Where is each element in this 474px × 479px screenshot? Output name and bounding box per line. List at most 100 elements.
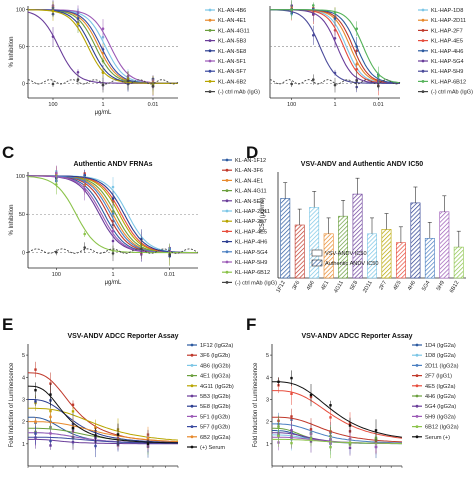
x-tick-label: 5G4	[421, 280, 431, 292]
legend-marker	[225, 158, 229, 162]
legend-marker	[225, 199, 229, 203]
legend-marker	[208, 49, 212, 53]
legend-entry: (-) ctrl mAb (IgG)	[218, 90, 260, 96]
series-line	[272, 390, 403, 439]
legend-marker	[415, 364, 419, 367]
legend-marker	[421, 80, 425, 83]
bar	[424, 238, 435, 279]
y-axis-label: % Inhibition	[9, 36, 15, 67]
series-line	[28, 421, 179, 442]
panel-title: Authentic ANDV FRNAs	[73, 161, 152, 168]
y-tick-label: 50	[19, 212, 25, 218]
legend-marker	[421, 49, 425, 53]
panel-A: 100 50 0 100 1 0.01 % Inhibition μg/mL KL-AN-4B6…	[9, 0, 260, 116]
x-tick-label: 100	[48, 102, 57, 108]
legend-marker	[421, 59, 425, 63]
series-line	[272, 438, 402, 444]
bar	[367, 233, 377, 279]
legend-entry: 1D4 (IgG2a)	[425, 343, 456, 349]
legend-entry: 5H9 (IgG2a)	[425, 414, 456, 420]
panel-label-C: C	[2, 143, 14, 162]
legend-marker	[225, 168, 229, 172]
y-tick-label: 5	[22, 353, 25, 359]
bar	[294, 224, 305, 279]
panel-label-D: D	[246, 143, 258, 162]
legend-entry: 6B12 (IgG2a)	[425, 425, 459, 431]
legend-entry: KL-HAP-5H9	[235, 260, 267, 266]
bar	[395, 242, 406, 279]
series-line	[28, 399, 178, 443]
legend-marker	[225, 209, 229, 213]
legend-marker	[225, 250, 229, 254]
legend-entry: KL-HAP-2F7	[235, 219, 267, 225]
legend-marker	[225, 270, 229, 274]
legend: 1D4 (IgG2a) 1D8 (IgG2a) 2D11 (IgG2a) 2F7 (I…	[412, 343, 459, 441]
legend-marker	[415, 353, 419, 357]
panel-C: 100 50 0 100 1 0.01 % Inhibition μg/mL Authentic…	[9, 158, 277, 286]
legend-entry: 1F12 (IgG2a)	[200, 343, 233, 349]
y-tick-label: 50	[19, 44, 25, 50]
legend-marker	[208, 18, 212, 22]
legend: 1F12 (IgG2a) 3F6 (IgG2b) 4B6 (IgG2b) 4E1 (I…	[187, 343, 234, 451]
legend-entry: KL-HAP-2F7	[431, 28, 463, 34]
legend-entry: (-) ctrl mAb (IgG)	[235, 280, 277, 286]
bar	[453, 246, 464, 279]
legend-marker	[208, 39, 212, 42]
x-tick-label: 0.01	[373, 102, 384, 108]
legend-marker	[208, 90, 212, 93]
bar	[309, 207, 320, 279]
x-tick-label: 100	[287, 102, 296, 108]
legend-entry: KL-AN-3F6	[235, 168, 263, 174]
legend-entry: KL-AN-5F7	[218, 69, 246, 75]
legend-marker	[190, 374, 194, 377]
legend-entry: KL-AN-5E8	[218, 49, 246, 55]
legend-marker	[421, 8, 425, 12]
x-tick-label: 4H6	[407, 280, 417, 292]
legend-entry: 5F1 (IgG2b)	[200, 414, 230, 420]
legend-entry: 5B3 (IgG2b)	[200, 394, 231, 400]
y-tick-label: 3	[266, 397, 269, 403]
legend-marker	[225, 219, 229, 223]
panel-F: 5 4 3 2 1 Fold Induction of Luminescence VSV-A…	[253, 333, 459, 468]
panel-title: VSV-ANDV and Authentic ANDV IC50	[301, 161, 423, 168]
legend-entry: 5G4 (IgG2a)	[425, 404, 456, 410]
legend-marker	[190, 445, 194, 449]
panel-title: VSV-ANDV ADCC Reporter Assay	[301, 333, 412, 340]
legend-entry: 5E8 (IgG2b)	[200, 404, 231, 410]
legend-marker	[415, 404, 419, 408]
x-tick-label: 2D11	[362, 280, 374, 294]
legend-entry: 4B6 (IgG2b)	[200, 363, 231, 369]
legend-marker	[190, 364, 194, 367]
legend: KL-AN-1F12 KL-AN-3F6 KL-AN-4E1 KL-AN-4G11 KL…	[222, 158, 277, 286]
legend-marker	[190, 394, 194, 398]
legend-entry: 4G11 (IgG2b)	[200, 384, 234, 390]
legend-entry: 4H6 (IgG2a)	[425, 394, 456, 400]
y-axis-label: % Inhibition	[9, 204, 15, 235]
legend-marker	[225, 240, 229, 244]
legend-entry: 2F7 (IgG1)	[425, 374, 452, 380]
legend-entry: KL-AN-5E8	[235, 199, 263, 205]
bar	[410, 202, 421, 279]
legend-marker	[190, 435, 194, 439]
bar	[280, 198, 291, 279]
legend-marker	[421, 39, 425, 42]
y-tick-label: 0	[22, 81, 25, 87]
legend-entry: 4E5 (IgG2a)	[425, 384, 456, 390]
legend-marker	[225, 189, 229, 193]
series-line	[28, 407, 179, 441]
panel-title: VSV-ANDV ADCC Reporter Assay	[67, 333, 178, 340]
legend-entry: KL-AN-5B3	[218, 39, 246, 45]
legend-entry: KL-HAP-4H6	[431, 49, 463, 55]
bar	[338, 215, 348, 279]
legend-marker	[421, 90, 425, 93]
x-tick-label: 0.01	[164, 272, 175, 278]
legend-marker	[190, 425, 194, 428]
legend-entry: KL-HAP-2D11	[235, 209, 270, 215]
legend-entry: KL-HAP-5G4	[431, 59, 464, 65]
series-line	[28, 438, 178, 445]
legend-marker	[225, 179, 229, 182]
series-line	[272, 416, 403, 443]
legend-entry: 2D11 (IgG2a)	[425, 363, 459, 369]
legend-entry: KL-HAP-4H6	[235, 240, 267, 246]
legend-entry: Serum (+)	[425, 435, 450, 441]
